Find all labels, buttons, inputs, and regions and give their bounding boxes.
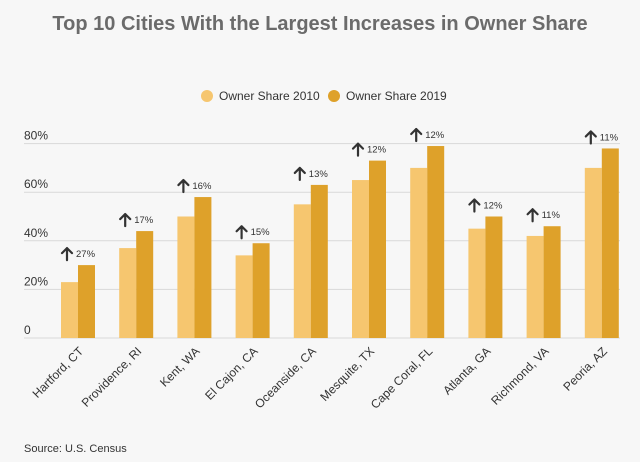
bar-2019 bbox=[310, 184, 328, 338]
up-arrow-icon bbox=[526, 208, 539, 223]
x-tick-label: Mesquite, TX bbox=[317, 344, 377, 404]
x-tick-label: El Cajon, CA bbox=[202, 344, 260, 402]
bars bbox=[61, 146, 619, 338]
up-arrow-icon bbox=[468, 198, 481, 213]
up-arrow-icon bbox=[119, 212, 132, 228]
x-tick-label: Peoria, AZ bbox=[560, 344, 610, 394]
increase-label: 12% bbox=[425, 130, 445, 141]
up-arrow-icon bbox=[410, 127, 423, 143]
up-arrow-icon bbox=[584, 130, 597, 145]
bar-2010 bbox=[235, 255, 253, 338]
bar-2019 bbox=[252, 243, 270, 338]
x-tick-label: Kent, WA bbox=[157, 344, 202, 389]
legend-marker-2019 bbox=[328, 90, 340, 102]
increase-label: 12% bbox=[367, 145, 387, 156]
x-tick-label: Oceanside, CA bbox=[252, 344, 319, 411]
legend-label-2010: Owner Share 2010 bbox=[219, 89, 320, 103]
x-tick-label: Richmond, VA bbox=[488, 344, 552, 408]
bar-2019 bbox=[136, 231, 154, 338]
bar-2010 bbox=[526, 235, 544, 338]
bar-2019 bbox=[194, 197, 212, 338]
x-tick-label: Cape Coral, FL bbox=[368, 344, 436, 412]
x-tick-label: Providence, RI bbox=[79, 344, 145, 410]
bar-2019 bbox=[601, 148, 619, 338]
legend: Owner Share 2010 Owner Share 2019 bbox=[201, 89, 447, 103]
up-arrow-icon bbox=[177, 178, 190, 194]
x-tick-label: Atlanta, GA bbox=[440, 344, 493, 397]
up-arrow-icon bbox=[60, 247, 74, 262]
legend-label-2019: Owner Share 2019 bbox=[346, 89, 447, 103]
increase-label: 15% bbox=[251, 227, 271, 238]
increase-label: 13% bbox=[309, 169, 329, 180]
y-tick-label: 40% bbox=[24, 226, 48, 240]
bar-2019 bbox=[543, 226, 561, 338]
bar-2010 bbox=[468, 228, 486, 338]
up-arrow-icon bbox=[235, 225, 248, 240]
y-tick-label: 60% bbox=[24, 177, 48, 191]
bar-2010 bbox=[61, 282, 78, 338]
bar-2010 bbox=[352, 180, 369, 338]
increase-label: 11% bbox=[600, 132, 619, 143]
y-tick-label: 80% bbox=[24, 129, 48, 143]
increase-label: 27% bbox=[76, 249, 96, 260]
y-tick-label: 0 bbox=[24, 323, 31, 337]
x-tick-label: Hartford, CT bbox=[30, 344, 87, 401]
bar-2019 bbox=[427, 146, 445, 338]
increase-label: 11% bbox=[542, 210, 561, 221]
legend-marker-2010 bbox=[201, 90, 213, 102]
up-arrow-icon bbox=[351, 142, 365, 157]
bar-2010 bbox=[293, 204, 311, 338]
increase-label: 16% bbox=[192, 181, 212, 192]
source-note: Source: U.S. Census bbox=[24, 443, 127, 455]
up-arrow-icon bbox=[293, 166, 306, 182]
annotations: 27% 17% 16% 15% 13% 12% 12% 12% 11% 11% bbox=[60, 127, 619, 262]
y-axis-ticks: 0 20% 40% 60% 80% bbox=[24, 129, 48, 337]
bar-2019 bbox=[78, 265, 95, 338]
y-tick-label: 20% bbox=[24, 274, 48, 288]
increase-label: 17% bbox=[134, 215, 154, 226]
chart-title: Top 10 Cities With the Largest Increases… bbox=[52, 13, 587, 35]
bar-2010 bbox=[584, 167, 602, 338]
increase-label: 12% bbox=[483, 201, 503, 212]
bar-2010 bbox=[177, 216, 195, 338]
bar-2010 bbox=[119, 248, 137, 338]
bar-2010 bbox=[410, 167, 428, 338]
bar-2019 bbox=[485, 216, 503, 338]
bar-2019 bbox=[369, 160, 386, 338]
